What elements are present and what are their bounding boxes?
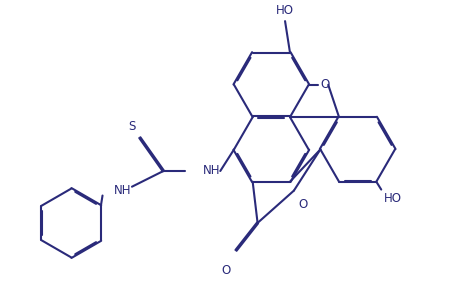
Text: S: S (128, 120, 136, 133)
Text: O: O (299, 198, 308, 212)
Text: O: O (320, 78, 330, 91)
Text: O: O (221, 264, 231, 277)
Text: NH: NH (114, 184, 132, 197)
Text: HO: HO (384, 192, 402, 204)
Text: NH: NH (203, 164, 220, 178)
Text: HO: HO (276, 4, 294, 17)
